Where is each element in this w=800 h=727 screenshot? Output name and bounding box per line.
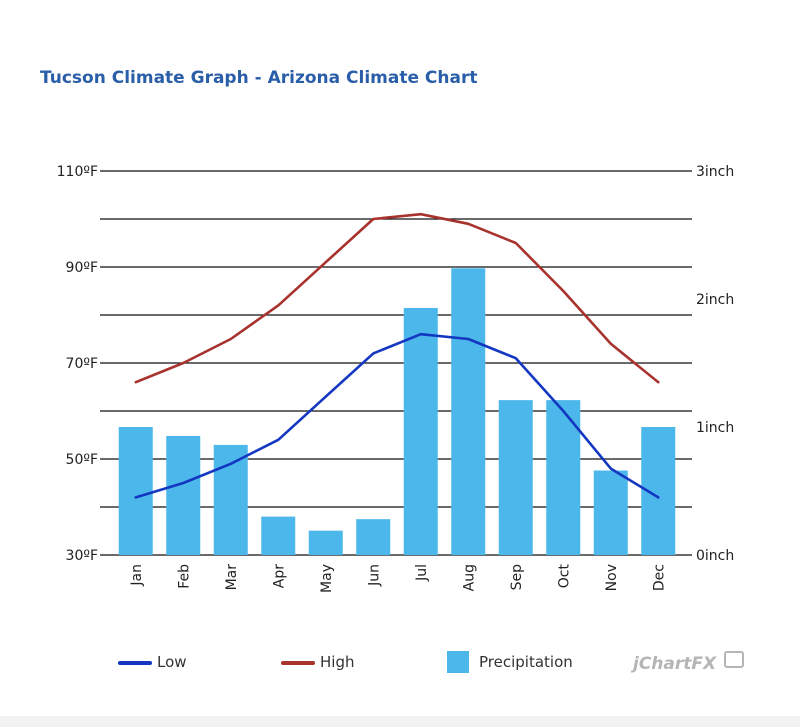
legend-precipitation-label: Precipitation [479, 653, 573, 671]
x-tick-label: Mar [224, 564, 240, 591]
grid-lines [100, 170, 692, 556]
precipitation-bar [261, 516, 296, 555]
brand-text: jChartFX [630, 654, 717, 674]
precipitation-bar [356, 519, 391, 555]
precipitation-bars [118, 268, 676, 555]
right-axis: 3inch 2inch 1inch 0inch [696, 164, 734, 564]
chart-title: Tucson Climate Graph - Arizona Climate C… [40, 68, 478, 88]
y-left-tick-label: 70ºF [66, 356, 98, 372]
legend-low-label: Low [157, 653, 187, 671]
precipitation-bar [451, 268, 486, 555]
precipitation-bar [498, 400, 533, 555]
y-left-tick-label: 110ºF [57, 164, 98, 180]
x-tick-label: Sep [509, 564, 525, 591]
x-tick-label: Jun [366, 564, 382, 587]
temperature-lines [134, 212, 660, 499]
legend-precipitation-swatch [447, 651, 469, 673]
y-left-tick-label: 90ºF [66, 260, 98, 276]
y-right-tick-label: 3inch [696, 164, 734, 180]
legend: Low High Precipitation [118, 651, 573, 673]
high-temperature-line [134, 212, 660, 384]
y-left-tick-label: 50ºF [66, 452, 98, 468]
x-tick-label: Dec [651, 564, 667, 591]
x-tick-label: Jul [414, 564, 430, 582]
precipitation-bar [166, 435, 201, 555]
brand-icon [724, 651, 744, 668]
x-tick-label: Aug [461, 564, 477, 591]
y-right-tick-label: 2inch [696, 292, 734, 308]
x-tick-label: Oct [556, 564, 572, 589]
precipitation-bar [213, 444, 248, 555]
x-tick-label: Nov [604, 564, 620, 591]
precipitation-bar [308, 530, 343, 555]
left-axis: 110ºF 90ºF 70ºF 50ºF 30ºF [57, 164, 98, 564]
x-tick-label: Apr [271, 564, 287, 588]
x-tick-label: May [319, 564, 335, 593]
x-tick-label: Feb [176, 564, 192, 589]
x-tick-label: Jan [129, 564, 145, 587]
legend-high-label: High [320, 653, 354, 671]
y-left-tick-label: 30ºF [66, 548, 98, 564]
precipitation-bar [118, 427, 153, 555]
low-temperature-line [134, 332, 660, 499]
x-axis: Jan Feb Mar Apr May Jun Jul Aug Sep Oct Nov Dec [129, 564, 668, 593]
y-right-tick-label: 0inch [696, 548, 734, 564]
y-right-tick-label: 1inch [696, 420, 734, 436]
precipitation-bar [593, 470, 628, 555]
brand-logo: jChartFX [630, 651, 744, 674]
bottom-strip [0, 716, 800, 727]
precipitation-bar [403, 307, 438, 555]
